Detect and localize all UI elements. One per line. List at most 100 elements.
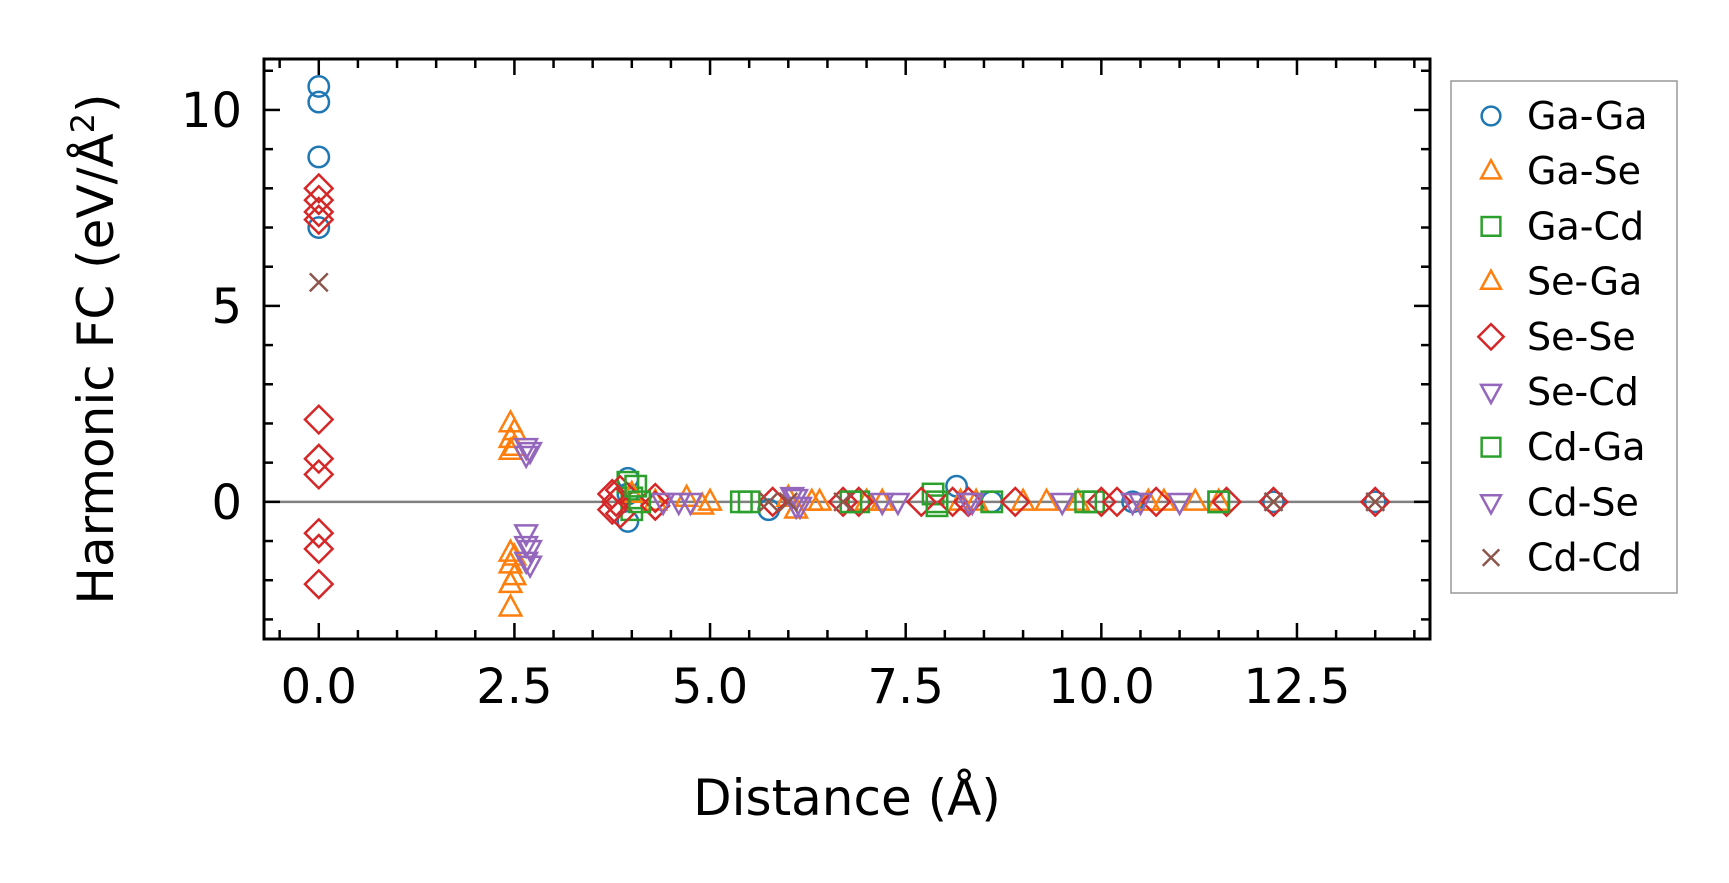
data-point <box>737 490 761 514</box>
data-point <box>884 492 911 517</box>
data-point <box>604 474 636 506</box>
y-axis-title-main: Harmonic FC (eV/Å <box>67 133 125 604</box>
data-point <box>1140 486 1172 518</box>
legend-marker <box>1478 157 1504 180</box>
x-tick-label: 7.5 <box>868 659 944 715</box>
data-point <box>303 458 335 490</box>
data-point <box>778 491 799 512</box>
legend-entry: Ga-Cd <box>1480 204 1644 248</box>
x-tick-label: 12.5 <box>1244 659 1351 715</box>
x-tick-label: 10.0 <box>1048 659 1155 715</box>
data-point <box>513 535 540 560</box>
data-point <box>303 533 335 565</box>
legend-entry: Cd-Ga <box>1480 425 1646 469</box>
data-point <box>1359 486 1391 518</box>
data-point <box>303 568 335 600</box>
data-point <box>1049 492 1076 517</box>
legend-marker <box>1480 215 1502 238</box>
series-cd-se <box>517 441 1146 580</box>
data-point <box>1262 490 1285 514</box>
data-point <box>517 539 543 564</box>
legend-entry: Se-Ga <box>1478 260 1642 304</box>
data-point <box>616 470 640 494</box>
data-point <box>1182 487 1209 511</box>
data-point <box>925 490 949 514</box>
data-point <box>307 90 331 114</box>
y-tick-label: 5 <box>211 279 242 335</box>
legend-entry: Cd-Cd <box>1481 536 1642 580</box>
data-point <box>869 492 896 517</box>
data-point <box>497 538 524 562</box>
data-point <box>758 491 779 512</box>
data-point <box>1085 486 1117 518</box>
data-point <box>1263 491 1284 512</box>
y-axis-title-superscript: 2 <box>64 113 102 133</box>
x-tick-label: 2.5 <box>476 659 552 715</box>
legend-marker <box>1481 548 1501 567</box>
data-point <box>1166 492 1193 517</box>
legend-label: Ga-Ga <box>1527 94 1648 138</box>
legend-marker <box>1476 322 1506 352</box>
data-point <box>1363 490 1387 514</box>
y-axis-title-close: ) <box>67 93 125 113</box>
x-tick-labels: 0.0 2.5 5.0 7.5 10.0 12.5 <box>281 659 1351 715</box>
data-point <box>616 509 640 533</box>
data-point <box>303 204 335 236</box>
data-point <box>1119 492 1146 517</box>
legend-marker <box>1478 383 1504 406</box>
data-point <box>1074 490 1098 514</box>
data-point <box>1033 487 1060 511</box>
data-point <box>1257 486 1290 518</box>
legend-marker <box>1480 436 1502 458</box>
legend-label: Se-Cd <box>1527 370 1639 414</box>
data-point <box>513 437 540 462</box>
data-point <box>1207 490 1231 514</box>
y-axis-title: Harmonic FC (eV/Å2) <box>64 93 125 604</box>
data-point <box>303 184 335 216</box>
legend-entry: Se-Se <box>1476 315 1636 359</box>
series-cd-cd <box>308 272 1386 512</box>
data-marks <box>303 74 1391 617</box>
series-cd-ga <box>624 474 1231 514</box>
data-point <box>697 487 723 511</box>
data-point <box>833 491 853 512</box>
legend-items: Ga-Ga Ga-Se Ga-Cd Se-Ga Se-Se Se-Cd Cd-Ga Cd-Se… <box>1476 94 1648 580</box>
x-tick-label: 0.0 <box>281 659 357 715</box>
legend-label: Cd-Se <box>1527 480 1639 524</box>
data-point <box>596 494 628 526</box>
data-point <box>628 490 652 514</box>
data-point <box>1365 491 1386 512</box>
data-point <box>839 490 863 514</box>
x-axis-title: Distance (Å) <box>693 769 1001 827</box>
legend-marker <box>1478 494 1504 517</box>
data-point <box>307 74 331 98</box>
data-point <box>869 487 896 511</box>
legend-label: Se-Ga <box>1527 260 1642 304</box>
data-point <box>650 492 677 517</box>
data-point <box>1101 486 1133 518</box>
data-point <box>303 172 335 204</box>
data-point <box>517 555 543 580</box>
legend-entry: Cd-Se <box>1478 480 1639 524</box>
legend-label: Ga-Se <box>1527 149 1641 193</box>
legend-label: Ga-Cd <box>1527 204 1644 248</box>
data-point <box>639 490 671 522</box>
data-point <box>497 569 524 594</box>
y-tick-label: 0 <box>211 475 242 531</box>
series-ga-ga <box>307 74 1387 533</box>
legend-entry: Ga-Ga <box>1480 94 1648 138</box>
data-point <box>513 445 540 470</box>
data-point <box>624 474 648 498</box>
legend-entry: Se-Cd <box>1478 370 1639 414</box>
data-point <box>843 486 875 518</box>
series-se-se <box>303 172 1391 600</box>
legend-label: Se-Se <box>1527 315 1636 359</box>
data-point <box>307 145 331 169</box>
legend: Ga-Ga Ga-Se Ga-Cd Se-Ga Se-Se Se-Cd Cd-Ga Cd-Se… <box>1450 80 1678 594</box>
y-tick-labels: 0 5 10 <box>181 83 242 531</box>
legend-marker <box>1478 267 1504 290</box>
data-point <box>959 492 986 517</box>
data-point <box>905 486 937 518</box>
legend-label: Cd-Ga <box>1527 425 1646 469</box>
